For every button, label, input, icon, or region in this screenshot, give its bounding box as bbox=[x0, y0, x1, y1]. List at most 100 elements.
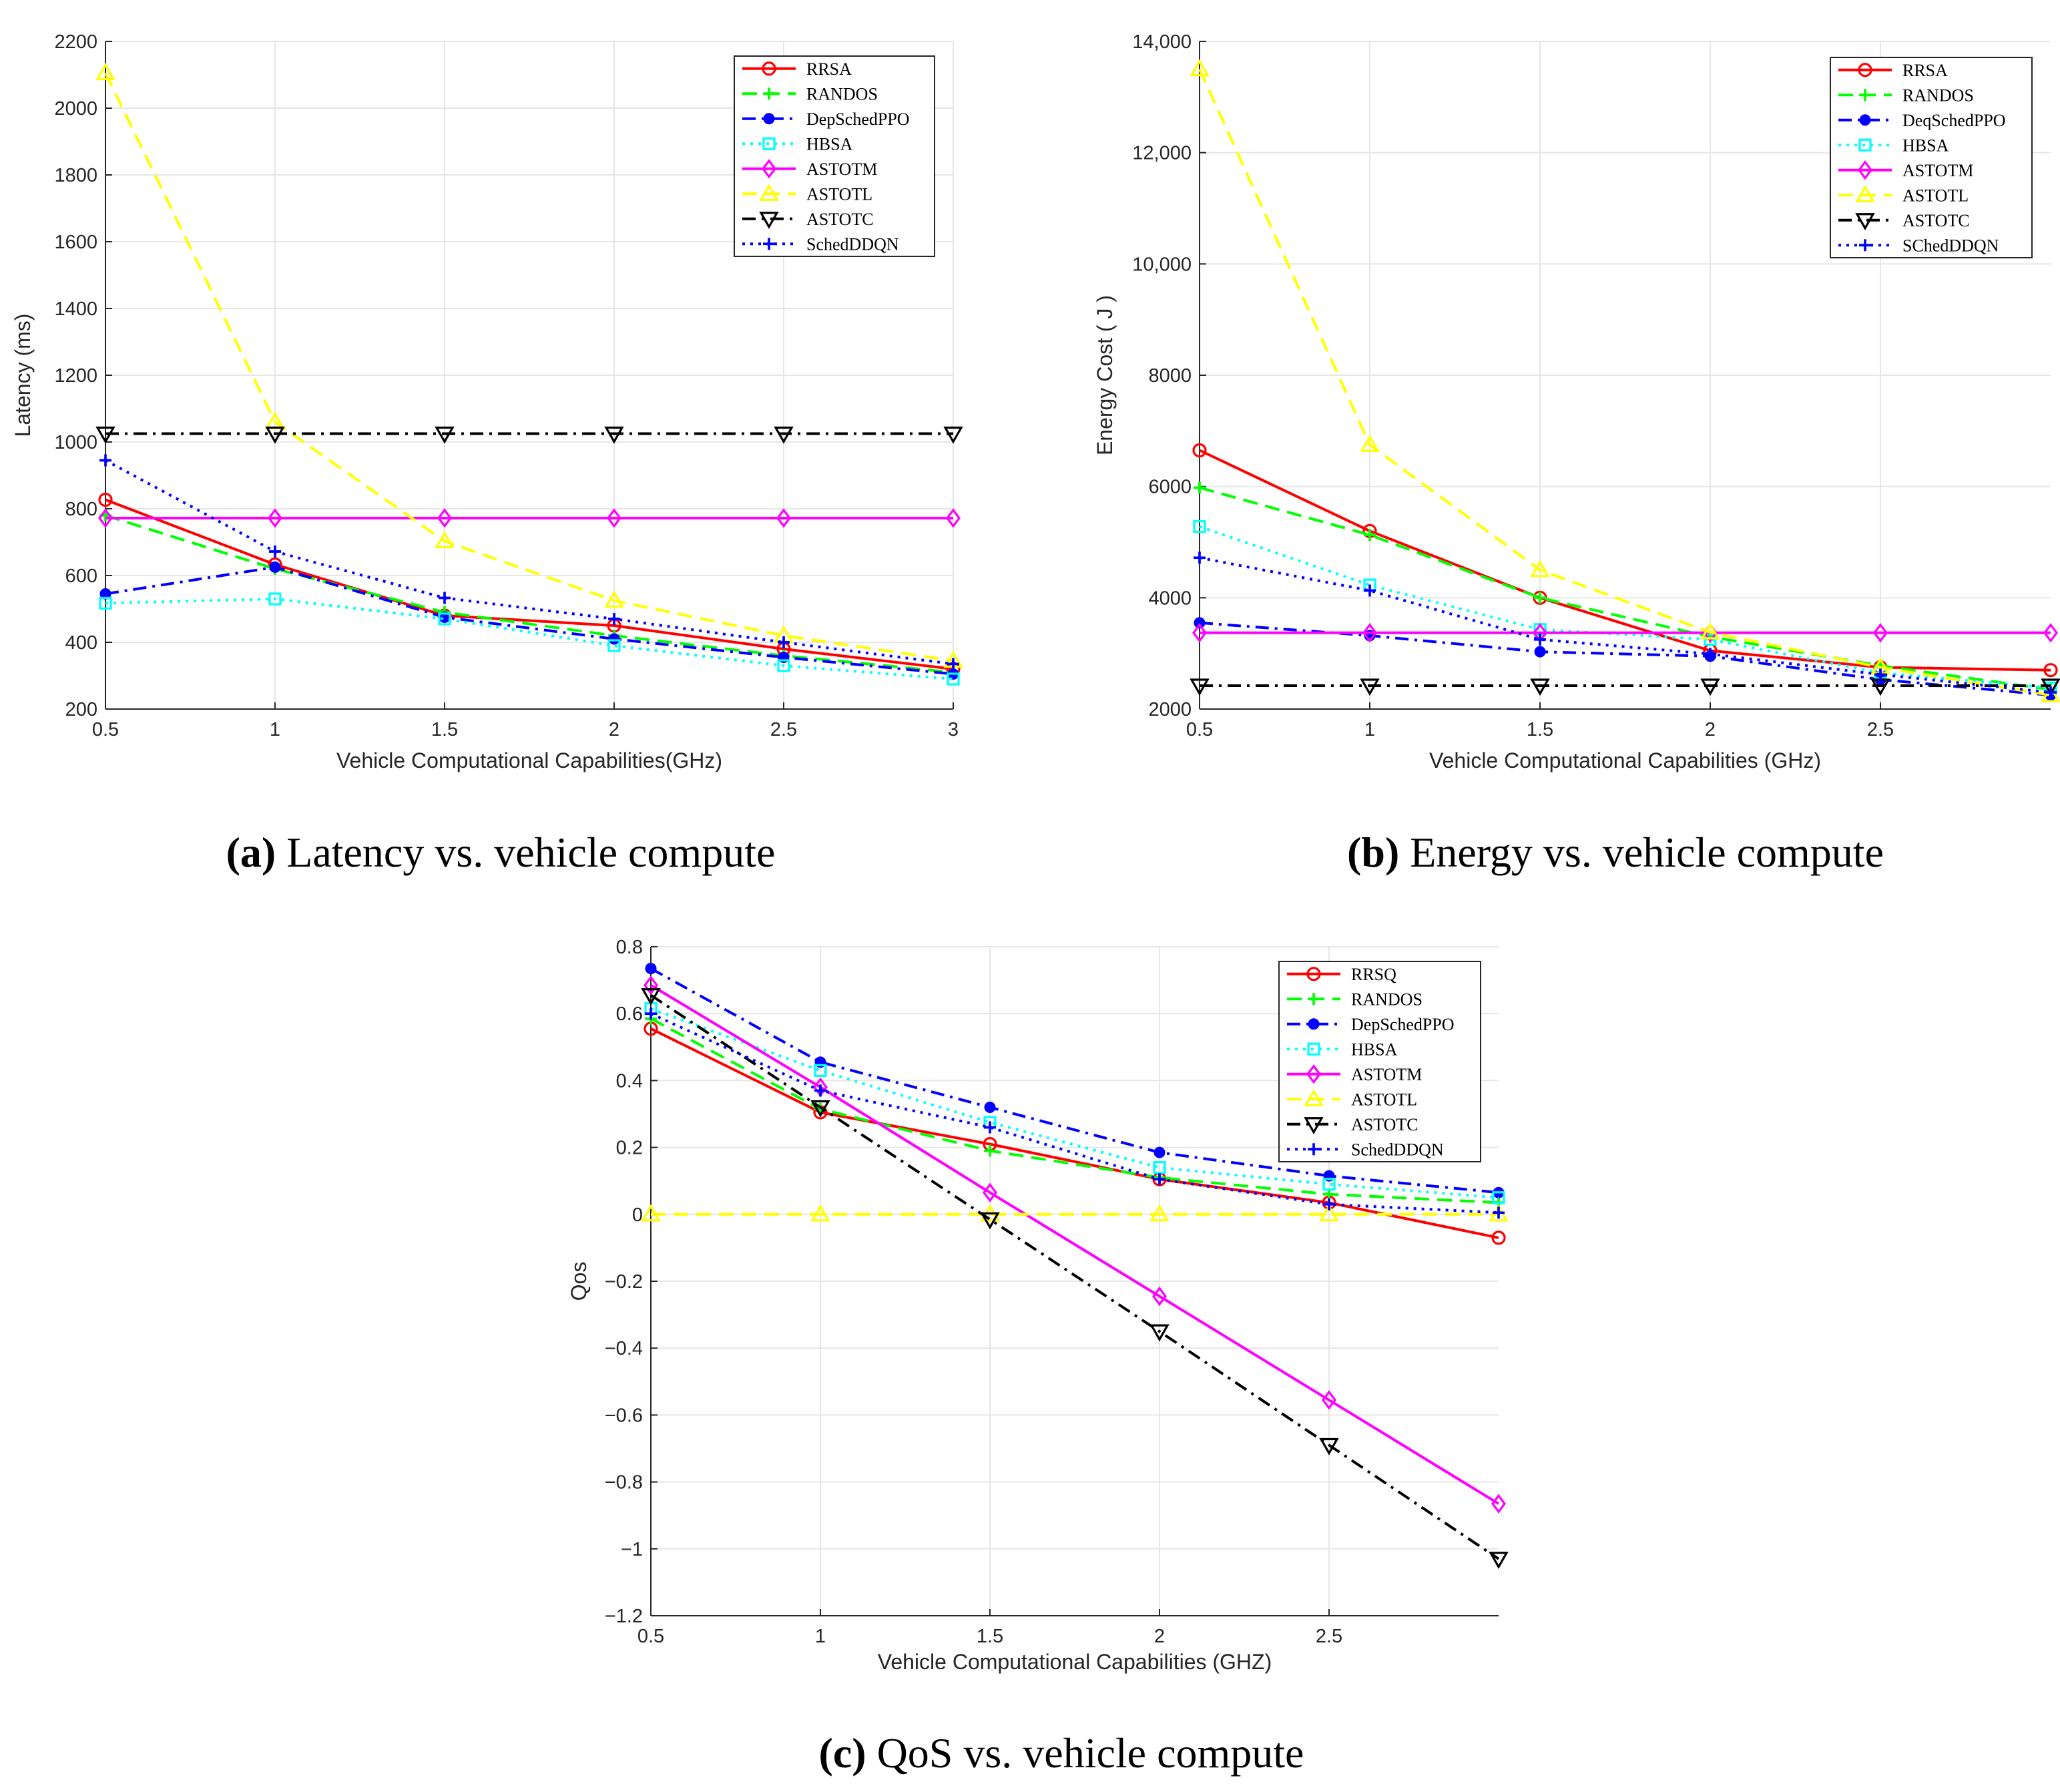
panel-energy: 0.5 1 1.5 2 2.5 2000 4000 6000 8000 10,000 12,000 1… bbox=[1093, 31, 2060, 772]
y-tick-label: 0.6 bbox=[616, 1003, 643, 1025]
series-line bbox=[650, 993, 1500, 1560]
data-point bbox=[1194, 551, 1206, 564]
legend-astotm: ASTOTM bbox=[742, 159, 877, 179]
legend-label: SchedDDQN bbox=[1351, 1140, 1444, 1159]
y-tick-label: 10,000 bbox=[1132, 254, 1192, 275]
data-point bbox=[1489, 1552, 1509, 1570]
legend-label: RRSA bbox=[1902, 61, 1948, 80]
series-schedddqn bbox=[99, 454, 959, 670]
legend-astotc: ASTOTC bbox=[1838, 211, 1970, 230]
data-point bbox=[776, 508, 791, 528]
series-line bbox=[105, 566, 954, 676]
x-tick-label: 2 bbox=[1154, 1626, 1165, 1647]
x-tick-label: 2.5 bbox=[1867, 719, 1894, 740]
legend-rrsa: RRSA bbox=[1838, 61, 1948, 80]
data-point bbox=[607, 639, 621, 652]
legend-label: RANDOS bbox=[806, 84, 878, 103]
y-tick-label: 1600 bbox=[54, 232, 97, 253]
x-tick-label: 1 bbox=[1364, 719, 1375, 740]
data-point bbox=[777, 659, 790, 672]
series-line bbox=[1199, 486, 2051, 691]
legend-label: ASTOTL bbox=[806, 184, 872, 204]
data-point bbox=[268, 508, 282, 528]
data-point bbox=[1149, 1204, 1170, 1222]
legend-label: ASTOTL bbox=[1351, 1090, 1417, 1109]
legend-swatch-marker bbox=[1306, 1064, 1321, 1084]
legend-label: RANDOS bbox=[1351, 989, 1423, 1009]
data-point bbox=[439, 592, 451, 604]
legend-swatch-marker bbox=[1855, 213, 1875, 230]
data-point bbox=[2043, 663, 2058, 678]
legend-astotc: ASTOTC bbox=[742, 210, 874, 229]
x-tick-label: 2 bbox=[609, 719, 619, 740]
data-point bbox=[437, 508, 452, 528]
legend-swatch-marker bbox=[1307, 1042, 1320, 1056]
legend-swatch-marker bbox=[1855, 185, 1875, 202]
series-line bbox=[650, 1027, 1499, 1239]
legend-swatch-marker bbox=[763, 113, 775, 125]
legend-label: RRSQ bbox=[1351, 965, 1396, 984]
data-point bbox=[604, 590, 624, 608]
data-point bbox=[1360, 434, 1380, 452]
data-point bbox=[1364, 529, 1376, 541]
panel-qos: 0.5 1 1.5 2 2.5 −1.2 −1 −0.8 −0.6 −0.4 −0.2 0 0.2 0.4… bbox=[567, 937, 1509, 1674]
y-tick-label: 0.2 bbox=[616, 1138, 643, 1159]
legend-swatch-marker bbox=[1306, 967, 1321, 981]
legend-swatch-marker bbox=[1859, 89, 1871, 101]
legend-scheddqn: SchedDDQN bbox=[742, 234, 899, 254]
legend-astotl: ASTOTL bbox=[742, 184, 872, 204]
legend-scheddqn: SChedDDQN bbox=[1838, 236, 1999, 255]
legend-label: ASTOTM bbox=[806, 160, 877, 179]
y-tick-label: 2200 bbox=[54, 31, 97, 53]
data-point bbox=[1322, 1390, 1336, 1410]
data-point bbox=[99, 588, 111, 600]
data-point bbox=[1704, 633, 1717, 646]
series-line bbox=[1199, 449, 2051, 672]
x-tick-label: 2.5 bbox=[770, 719, 797, 740]
series-line bbox=[1199, 525, 2051, 690]
data-point bbox=[265, 426, 285, 444]
legend-label: SChedDDQN bbox=[1902, 236, 1999, 255]
series-astotc bbox=[641, 988, 1509, 1570]
data-point bbox=[983, 1182, 997, 1202]
x-tick-label: 1 bbox=[815, 1626, 826, 1647]
y-tick-label: 14,000 bbox=[1132, 31, 1192, 53]
data-point bbox=[1192, 443, 1207, 458]
y-tick-label: 2000 bbox=[1148, 699, 1192, 720]
data-point bbox=[1491, 1494, 1506, 1514]
data-point bbox=[643, 975, 658, 995]
data-point bbox=[1534, 633, 1546, 646]
caption-c: (c) QoS vs. vehicle compute bbox=[819, 1729, 1304, 1777]
series-line bbox=[105, 514, 954, 674]
legend-hbsa: HBSA bbox=[1838, 136, 1949, 155]
legend-astotm: ASTOTM bbox=[1838, 160, 1973, 180]
y-tick-label: 400 bbox=[65, 632, 97, 654]
data-point bbox=[1153, 1146, 1166, 1158]
series-astotc bbox=[95, 426, 963, 444]
x-tick-label: 2.5 bbox=[1316, 1626, 1342, 1647]
data-point bbox=[943, 426, 963, 444]
legend-label: ASTOTM bbox=[1902, 161, 1973, 180]
data-point bbox=[269, 545, 281, 557]
legend-swatch-marker bbox=[1308, 993, 1320, 1005]
series-line bbox=[1198, 68, 2051, 697]
data-point bbox=[608, 613, 620, 625]
legend-swatch-marker bbox=[762, 159, 776, 179]
y-tick-label: −0.8 bbox=[605, 1472, 643, 1494]
data-point bbox=[1534, 646, 1546, 658]
legend-hbsa: HBSA bbox=[742, 134, 853, 154]
legend-label: RANDOS bbox=[1902, 85, 1974, 105]
y-tick-label: −1 bbox=[621, 1539, 643, 1560]
y-tick-label: −0.4 bbox=[605, 1338, 643, 1359]
legend: RRSA RANDOS DepSchedPPO HBSA ASTOTM ASTOTL AST… bbox=[734, 55, 935, 257]
caption-c-text: QoS vs. vehicle compute bbox=[877, 1729, 1304, 1777]
data-point bbox=[1319, 1437, 1339, 1455]
data-point bbox=[946, 508, 961, 528]
data-point bbox=[1360, 678, 1380, 696]
y-tick-label: 6000 bbox=[1148, 477, 1192, 498]
caption-a: (a) Latency vs. vehicle compute bbox=[226, 829, 776, 876]
legend-swatch-marker bbox=[1858, 63, 1872, 77]
caption-b-text: Energy vs. vehicle compute bbox=[1410, 829, 1884, 876]
data-point bbox=[1492, 1191, 1505, 1204]
data-point bbox=[778, 636, 790, 648]
